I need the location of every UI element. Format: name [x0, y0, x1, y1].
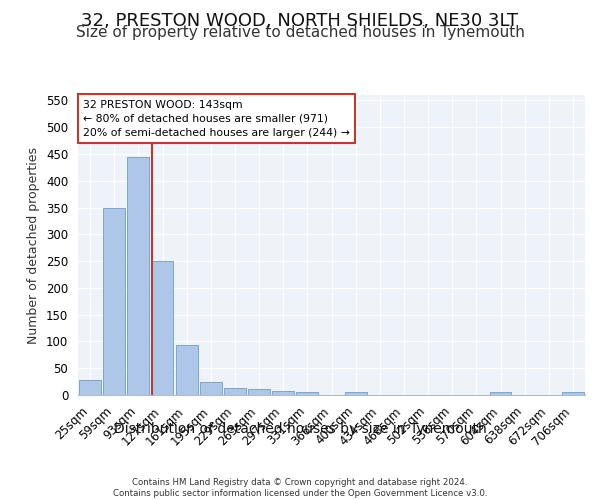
Bar — [200, 382, 221, 395]
Bar — [103, 208, 125, 395]
Bar — [152, 261, 173, 395]
Text: Size of property relative to detached houses in Tynemouth: Size of property relative to detached ho… — [76, 25, 524, 40]
Bar — [345, 392, 367, 395]
Bar — [127, 156, 149, 395]
Bar — [490, 392, 511, 395]
Y-axis label: Number of detached properties: Number of detached properties — [28, 146, 40, 344]
Bar — [176, 345, 197, 395]
Bar — [79, 380, 101, 395]
Bar — [562, 392, 584, 395]
Text: 32, PRESTON WOOD, NORTH SHIELDS, NE30 3LT: 32, PRESTON WOOD, NORTH SHIELDS, NE30 3L… — [82, 12, 518, 30]
Text: 32 PRESTON WOOD: 143sqm
← 80% of detached houses are smaller (971)
20% of semi-d: 32 PRESTON WOOD: 143sqm ← 80% of detache… — [83, 100, 350, 138]
Bar — [248, 388, 270, 395]
Text: Contains HM Land Registry data © Crown copyright and database right 2024.
Contai: Contains HM Land Registry data © Crown c… — [113, 478, 487, 498]
Bar — [224, 388, 246, 395]
Text: Distribution of detached houses by size in Tynemouth: Distribution of detached houses by size … — [113, 422, 487, 436]
Bar — [296, 392, 318, 395]
Bar — [272, 391, 294, 395]
